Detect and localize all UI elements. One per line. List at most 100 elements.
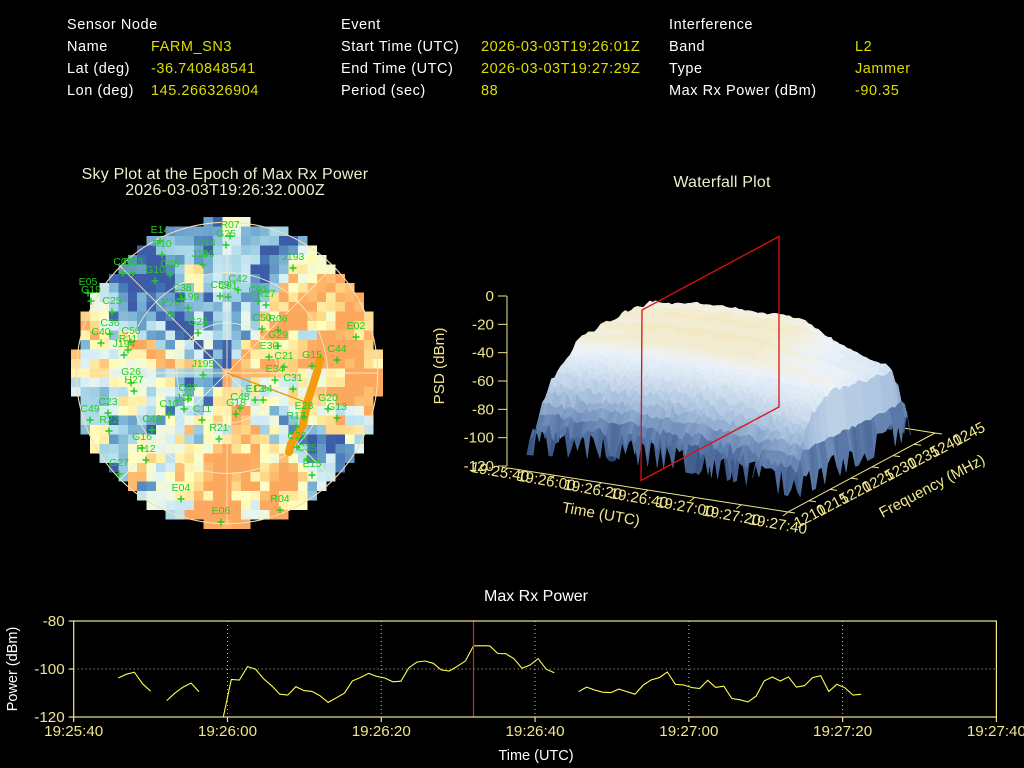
svg-text:G20: G20: [318, 392, 338, 404]
svg-text:2026-03-03T19:26:01Z: 2026-03-03T19:26:01Z: [481, 39, 640, 55]
svg-text:-120: -120: [34, 709, 64, 726]
svg-text:C43: C43: [142, 413, 161, 425]
svg-text:Lon (deg): Lon (deg): [67, 83, 134, 99]
svg-text:C06: C06: [113, 256, 132, 268]
svg-text:E34: E34: [266, 363, 285, 375]
svg-text:E14: E14: [151, 224, 170, 236]
svg-text:19:26:40: 19:26:40: [505, 723, 564, 740]
svg-text:E28: E28: [295, 400, 314, 412]
svg-text:C91: C91: [218, 280, 237, 292]
svg-text:-80: -80: [43, 613, 65, 630]
svg-text:R11: R11: [119, 333, 138, 345]
svg-text:C56: C56: [121, 325, 140, 337]
svg-text:R21: R21: [209, 422, 228, 434]
svg-text:Lat (deg): Lat (deg): [67, 61, 130, 77]
svg-text:Start Time (UTC): Start Time (UTC): [341, 39, 459, 55]
svg-text:Time (UTC): Time (UTC): [498, 748, 573, 764]
svg-text:G18: G18: [226, 397, 246, 409]
svg-text:G13: G13: [327, 401, 347, 413]
svg-text:-36.740848541: -36.740848541: [151, 61, 256, 77]
svg-text:E05: E05: [79, 276, 98, 288]
svg-text:19:27:20: 19:27:20: [813, 723, 872, 740]
svg-text:19:27:00: 19:27:00: [659, 723, 718, 740]
svg-text:-80: -80: [472, 401, 494, 418]
svg-text:19:25:40: 19:25:40: [44, 723, 103, 740]
svg-text:C44: C44: [327, 343, 346, 355]
svg-text:R06: R06: [268, 313, 287, 325]
svg-text:C40: C40: [91, 326, 110, 338]
svg-text:E02: E02: [347, 320, 366, 332]
svg-text:G29: G29: [268, 329, 288, 341]
svg-text:G27: G27: [109, 457, 129, 469]
svg-text:C59: C59: [210, 279, 229, 291]
svg-text:E13: E13: [246, 383, 265, 395]
svg-text:Period (sec): Period (sec): [341, 83, 426, 99]
svg-text:0: 0: [486, 288, 494, 305]
svg-text:R22: R22: [99, 414, 118, 426]
svg-text:-100: -100: [34, 661, 64, 678]
svg-text:G23: G23: [188, 316, 208, 328]
svg-text:R27: R27: [256, 288, 275, 300]
svg-text:R10: R10: [152, 238, 171, 250]
svg-text:C36: C36: [100, 317, 119, 329]
svg-text:-90.35: -90.35: [855, 83, 899, 99]
svg-text:L2: L2: [855, 39, 872, 55]
svg-text:G33: G33: [123, 256, 143, 268]
svg-text:C49: C49: [80, 403, 99, 415]
svg-text:C14: C14: [196, 237, 215, 249]
svg-text:G19: G19: [81, 284, 101, 296]
svg-text:88: 88: [481, 83, 498, 99]
svg-text:Power (dBm): Power (dBm): [5, 627, 21, 712]
svg-text:19:27:40: 19:27:40: [967, 723, 1024, 740]
svg-text:E26: E26: [162, 297, 181, 309]
svg-text:2026-03-03T19:27:29Z: 2026-03-03T19:27:29Z: [481, 61, 640, 77]
svg-text:G15: G15: [302, 349, 322, 361]
svg-text:Max Rx Power: Max Rx Power: [484, 588, 589, 605]
svg-text:G25: G25: [216, 228, 236, 240]
svg-text:C42: C42: [228, 273, 247, 285]
svg-text:Event: Event: [341, 17, 381, 33]
svg-text:19:26:00: 19:26:00: [198, 723, 257, 740]
svg-text:Max Rx Power (dBm): Max Rx Power (dBm): [669, 83, 817, 99]
svg-text:R04: R04: [270, 493, 289, 505]
svg-text:R07: R07: [220, 219, 239, 231]
svg-text:J195: J195: [192, 358, 215, 370]
svg-text:C50: C50: [252, 312, 271, 324]
svg-text:C23: C23: [98, 396, 117, 408]
svg-text:J194: J194: [113, 338, 136, 350]
svg-text:End Time (UTC): End Time (UTC): [341, 61, 453, 77]
svg-text:C34: C34: [253, 383, 272, 395]
svg-text:J199: J199: [177, 291, 200, 303]
svg-text:C08: C08: [160, 258, 179, 270]
svg-text:G10: G10: [145, 264, 165, 276]
svg-text:19:26:20: 19:26:20: [352, 723, 411, 740]
svg-text:G16: G16: [132, 431, 152, 443]
svg-text:E15: E15: [303, 458, 322, 470]
svg-text:Interference: Interference: [669, 17, 753, 33]
svg-text:G26: G26: [121, 366, 141, 378]
svg-text:R12: R12: [136, 443, 155, 455]
svg-text:C11: C11: [193, 403, 212, 415]
svg-text:Sensor Node: Sensor Node: [67, 17, 158, 33]
svg-text:J196: J196: [192, 248, 215, 260]
svg-text:Name: Name: [67, 39, 108, 55]
svg-text:E04: E04: [172, 482, 191, 494]
svg-text:Sky Plot at the Epoch of Max R: Sky Plot at the Epoch of Max Rx Power: [82, 166, 369, 183]
svg-text:Jammer: Jammer: [855, 61, 911, 77]
svg-text:R17: R17: [286, 410, 305, 422]
svg-text:-120: -120: [464, 458, 494, 475]
svg-text:Waterfall Plot: Waterfall Plot: [673, 174, 771, 191]
svg-text:C07: C07: [178, 382, 197, 394]
svg-text:C21: C21: [274, 350, 293, 362]
svg-text:C01: C01: [248, 284, 267, 296]
svg-text:Type: Type: [669, 61, 703, 77]
svg-text:H27: H27: [124, 374, 143, 386]
svg-text:C25: C25: [102, 295, 121, 307]
svg-text:-20: -20: [472, 316, 494, 333]
svg-text:C48: C48: [230, 391, 249, 403]
svg-text:C10: C10: [159, 398, 178, 410]
svg-text:J193: J193: [282, 251, 305, 263]
svg-text:-60: -60: [472, 373, 494, 390]
svg-text:C38: C38: [172, 282, 191, 294]
svg-text:Band: Band: [669, 39, 705, 55]
